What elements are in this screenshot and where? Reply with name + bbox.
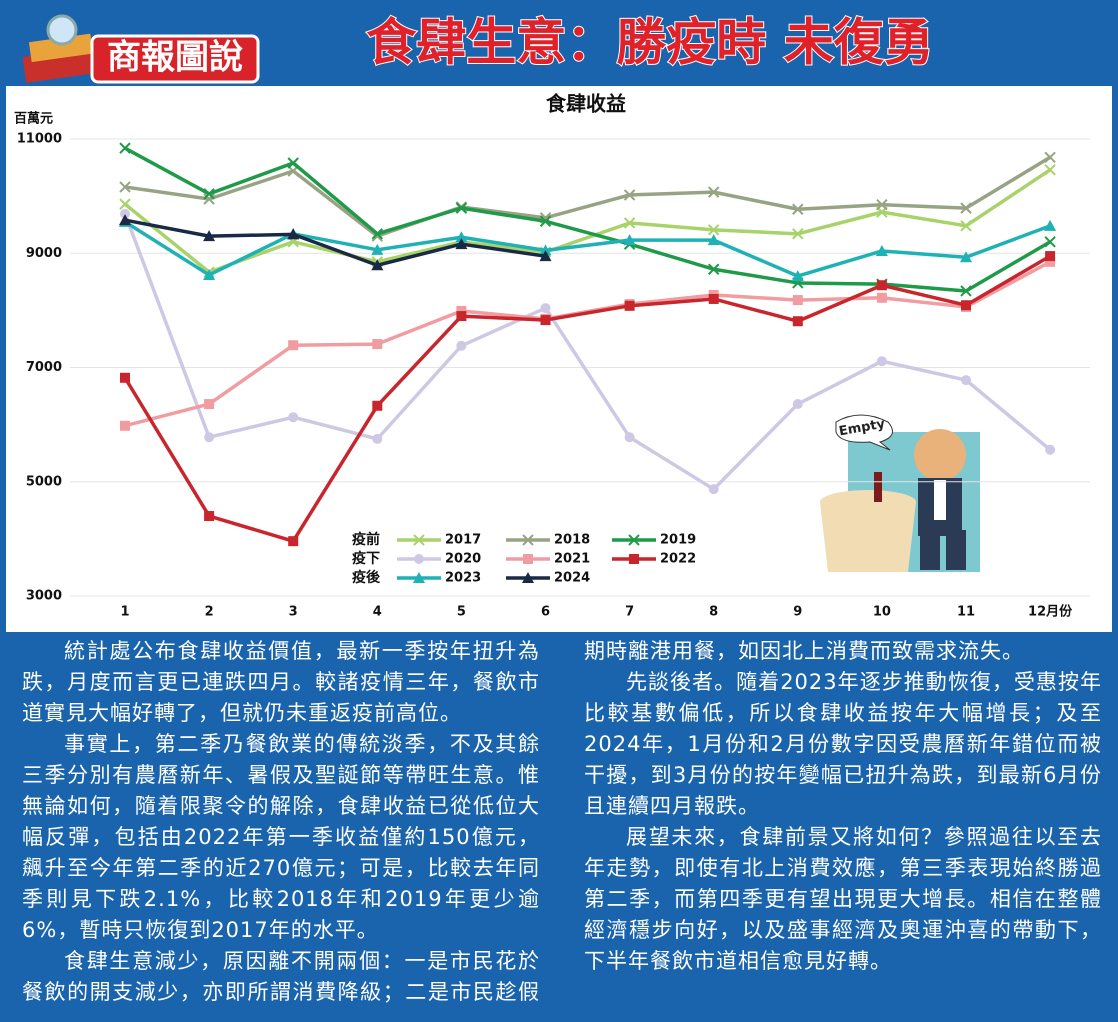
data-point [961,375,971,385]
data-point [372,434,382,444]
x-tick-label: 2 [205,605,214,620]
logo: 商報圖說 [107,38,243,78]
data-point [1045,251,1055,261]
legend-group: 疫前 [352,531,380,548]
x-tick-label: 4 [373,605,382,620]
data-point [541,315,551,325]
paragraph: 先談後者。隨着2023年逐步推動恢復，受惠按年比較基數偏低，所以食肆收益按年大幅… [584,667,1102,822]
legend-label: 2023 [445,571,481,586]
legend-marker [523,554,533,564]
x-tick-label: 10 [873,605,891,620]
x-tick-label: 12月份 [1028,604,1073,620]
data-point [625,301,635,311]
x-tick-label: 3 [289,605,298,620]
x-tick-label: 11 [957,605,975,620]
data-point [877,280,887,290]
x-tick-label: 5 [457,605,466,620]
legend-label: 2024 [554,571,590,586]
data-point [709,294,719,304]
legend-label: 2019 [660,533,696,548]
data-point [877,293,887,303]
x-tick-label: 6 [541,605,550,620]
data-point [456,341,466,351]
data-point [204,432,214,442]
data-point [456,311,466,321]
legend-group: 疫後 [352,569,381,586]
data-point [288,412,298,422]
data-point [372,339,382,349]
data-point [288,536,298,546]
y-tick-label: 7000 [26,360,62,375]
data-point [372,401,382,411]
y-tick-label: 11000 [17,132,62,147]
page: 商報圖說 食肆生意：勝疫時 未復勇 食肆收益 百萬元 Empty 3000500… [0,0,1118,1022]
data-point [793,316,803,326]
data-point [288,340,298,350]
data-point [1045,445,1055,455]
data-point [625,432,635,442]
paragraph: 展望未來，食肆前景又將如何？參照過往以至去年走勢，即使有北上消費效應，第三季表現… [584,822,1102,977]
header-title: 食肆生意：勝疫時 未復勇 [366,14,933,72]
legend-marker [414,554,424,564]
data-point [793,295,803,305]
data-point [877,356,887,366]
legend-group: 疫下 [352,550,380,567]
y-tick-label: 3000 [26,589,62,604]
y-tick-label: 5000 [26,474,62,489]
paragraph: 統計處公布食肆收益價值，最新一季按年扭升為跌，月度而言更已連跌四月。較諸疫情三年… [22,636,540,729]
legend-label: 2022 [660,552,696,567]
data-point [204,399,214,409]
x-tick-label: 7 [625,605,634,620]
x-tick-label: 1 [120,605,129,620]
x-tick-label: 9 [793,605,802,620]
legend-label: 2021 [554,552,590,567]
y-axis-label: 百萬元 [14,111,53,127]
paragraph: 事實上，第二季乃餐飲業的傳統淡季，不及其餘三季分別有農曆新年、暑假及聖誕節等帶旺… [22,729,540,946]
y-tick-label: 9000 [26,246,62,261]
legend-label: 2020 [445,552,481,567]
legend-label: 2018 [554,533,590,548]
legend-label: 2017 [445,533,481,548]
article: 統計處公布食肆收益價值，最新一季按年扭升為跌，月度而言更已連跌四月。較諸疫情三年… [22,636,1102,1020]
data-point [541,303,551,313]
data-point [793,399,803,409]
legend-marker [629,554,639,564]
data-point [961,300,971,310]
data-point [709,484,719,494]
data-point [120,373,130,383]
data-point [204,511,214,521]
data-point [120,421,130,431]
chart-title: 食肆收益 [546,92,626,116]
x-tick-label: 8 [709,605,718,620]
